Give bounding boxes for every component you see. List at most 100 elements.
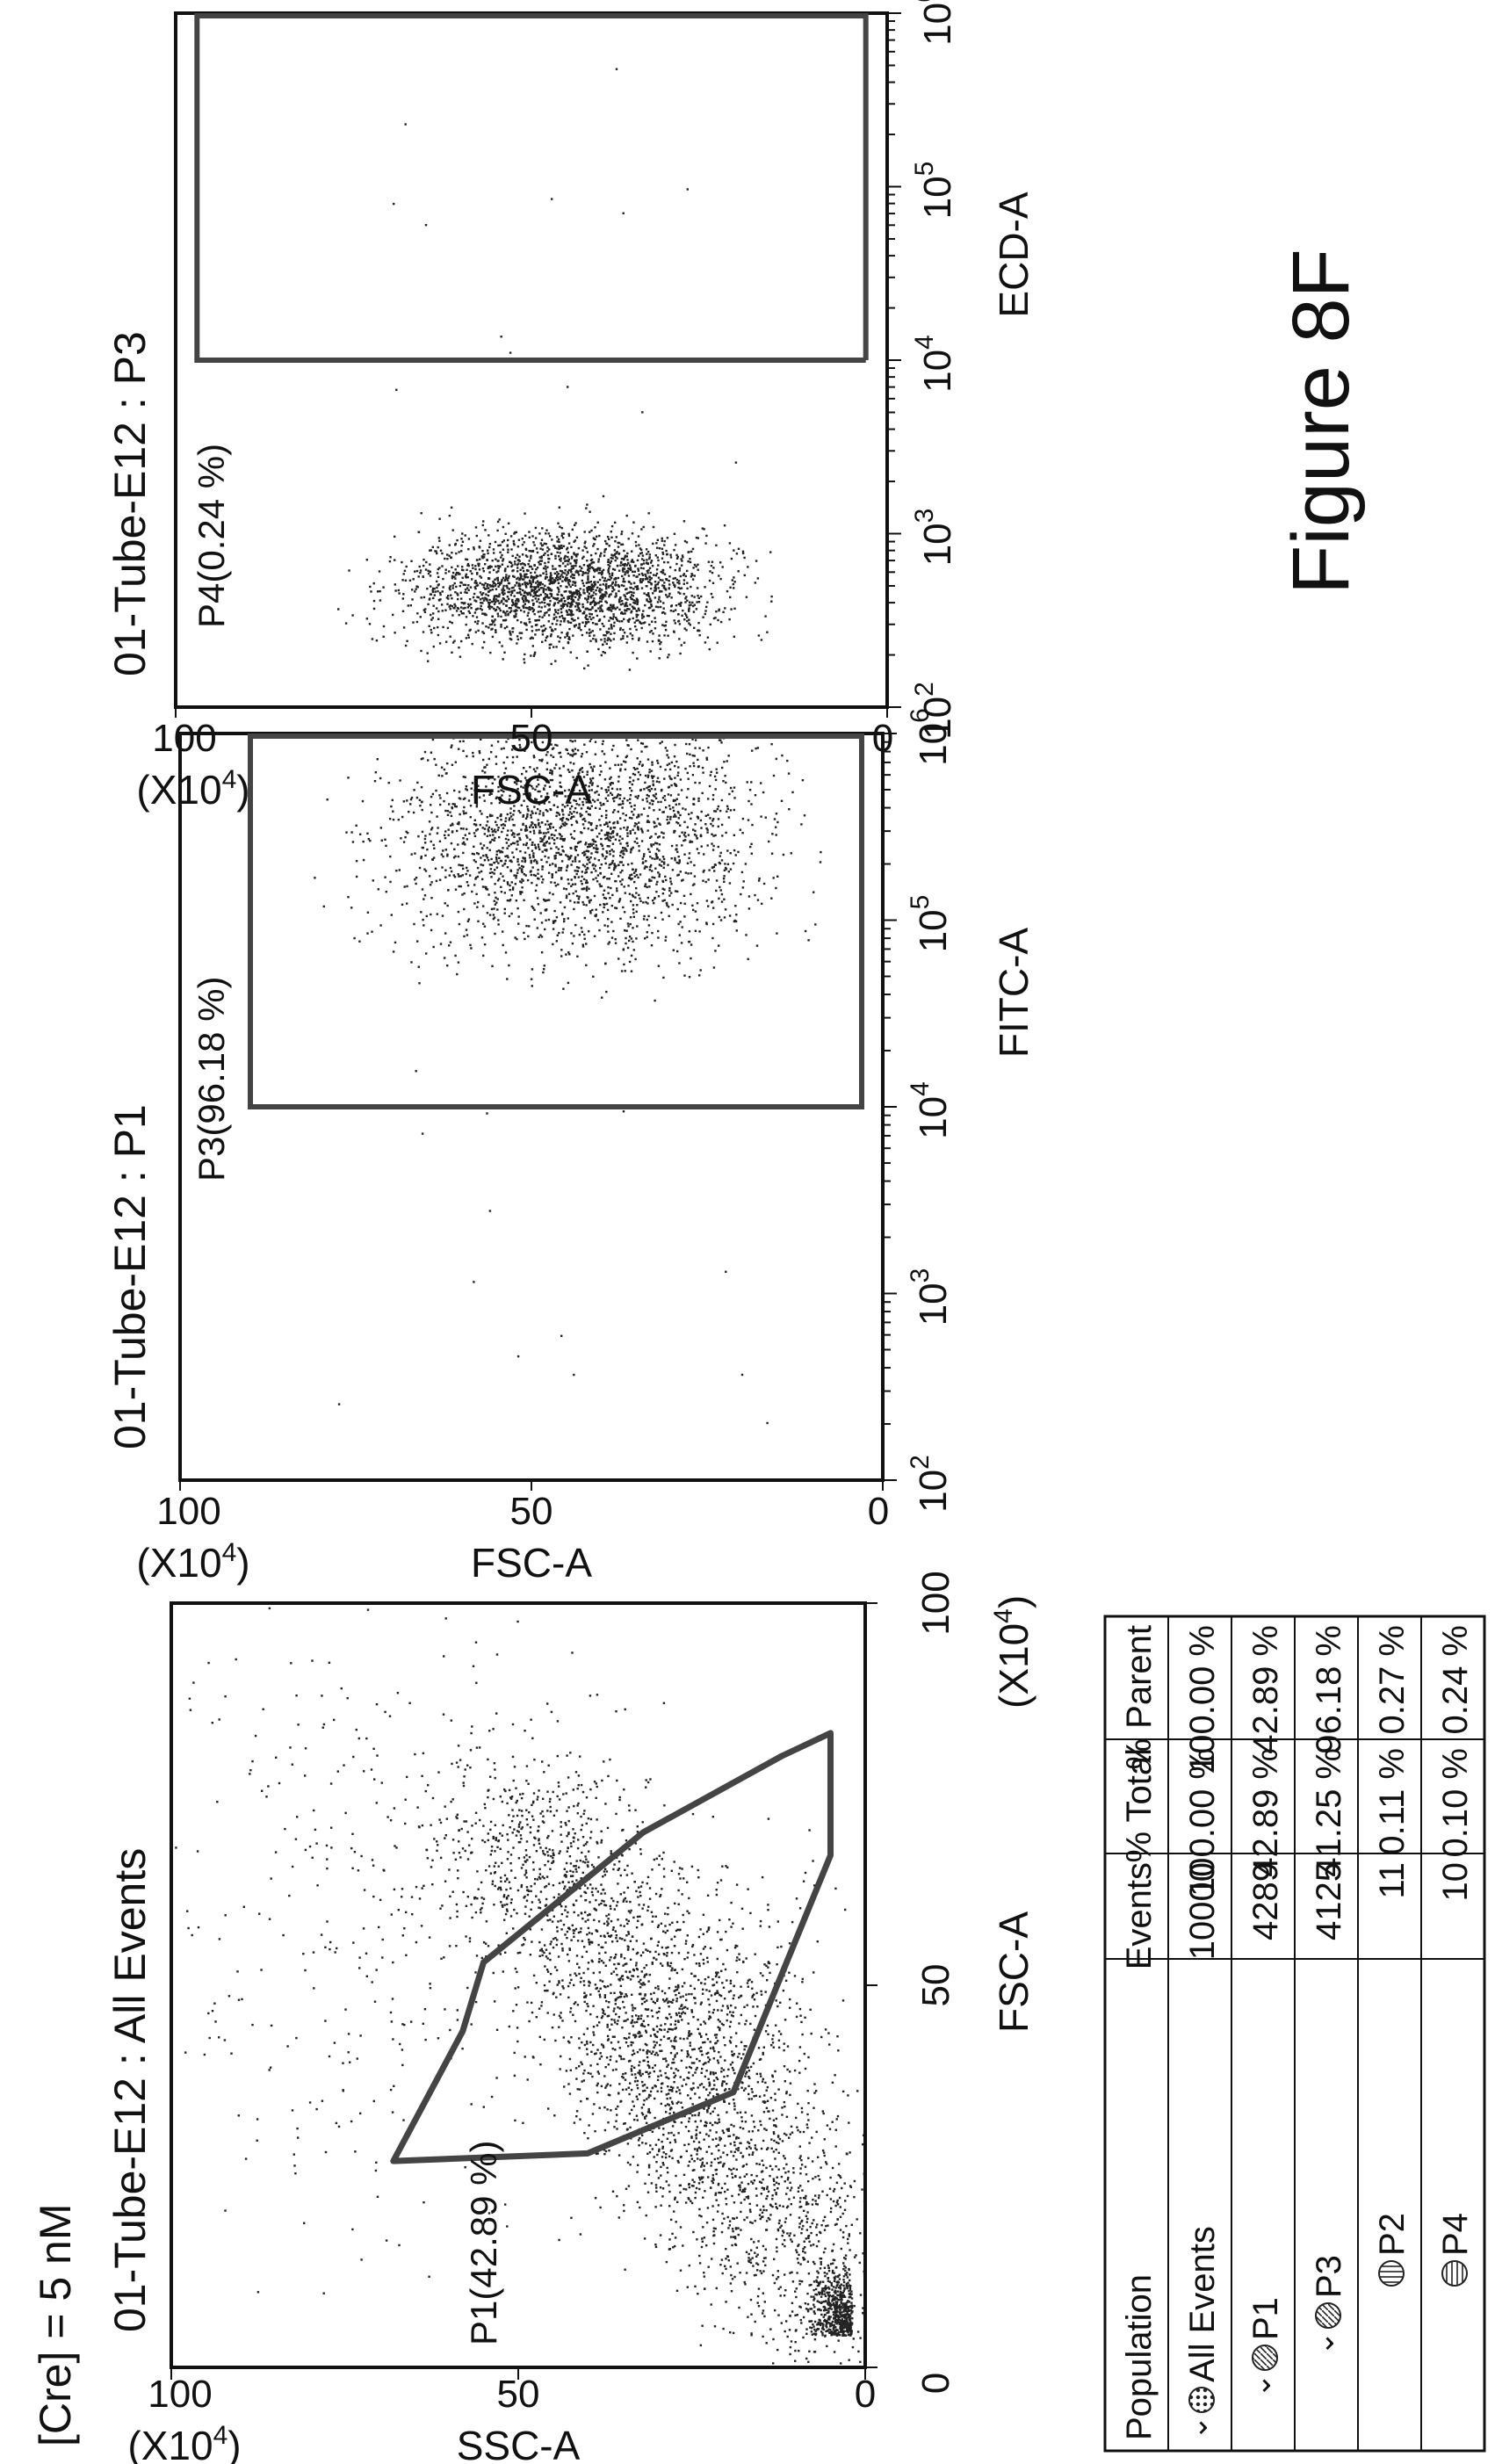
event-dot [313,1809,315,1812]
event-dot [690,1992,693,1996]
event-dot [620,1975,624,1978]
event-dot [748,2208,752,2211]
event-dot [816,2300,819,2302]
event-dot [703,2020,705,2023]
event-dot [835,2302,838,2305]
event-dot [696,2153,698,2156]
event-dot [708,2003,711,2006]
event-dot [365,1952,368,1955]
event-dot [696,837,698,840]
event-dot [520,1883,524,1887]
event-dot [768,2110,770,2113]
event-dot [628,2036,631,2039]
event-dot [824,2247,827,2250]
event-dot [775,826,777,828]
event-dot [734,854,737,856]
event-dot [567,2040,570,2043]
event-dot [750,2332,753,2335]
event-dot [329,1947,331,1951]
event-dot [629,787,632,790]
event-dot [829,2176,832,2179]
event-dot [623,2020,625,2022]
event-dot [804,2067,807,2070]
event-dot [764,2081,767,2085]
event-dot [781,2234,784,2237]
event-dot [680,2049,683,2052]
event-dot [372,1895,375,1898]
event-dot [596,2091,599,2094]
event-dot [582,878,586,881]
event-dot [833,2258,836,2262]
event-dot [529,1954,532,1956]
event-dot [692,2015,695,2019]
event-dot [656,1999,659,2002]
event-dot [810,2244,812,2247]
event-dot [556,1720,560,1723]
event-dot [618,2216,620,2219]
event-dot [774,2309,776,2312]
event-dot [669,2023,672,2026]
event-dot [726,2215,729,2219]
event-dot [515,1834,518,1837]
event-dot [560,2012,562,2014]
event-dot [493,1865,495,1868]
event-dot [641,2072,644,2076]
event-dot [713,2084,716,2086]
event-dot [519,1834,523,1837]
event-dot [785,2091,788,2093]
event-dot [843,2265,846,2267]
event-dot [639,1885,643,1888]
event-dot [565,896,568,900]
event-dot [633,2066,636,2069]
event-dot [718,2149,720,2152]
event-dot [812,1971,815,1974]
event-dot [607,1922,610,1925]
event-dot [569,1862,573,1865]
event-dot [643,1976,646,1978]
event-dot [586,1887,589,1890]
event-dot [530,1890,532,1893]
event-dot [717,2026,719,2028]
event-dot [294,1838,298,1840]
event-dot [375,1969,378,1971]
event-dot [489,1872,493,1875]
event-dot [304,1848,307,1852]
event-dot [550,1710,553,1714]
event-dot [645,1948,647,1951]
event-dot [433,1838,436,1840]
event-dot [497,827,500,829]
event-dot [559,901,562,904]
event-dot [658,2148,661,2151]
event-dot [637,2018,639,2020]
event-dot [636,1831,639,1833]
event-dot [456,1910,459,1913]
event-dot [430,1824,432,1826]
event-dot [570,878,573,881]
event-dot [756,2269,759,2272]
event-dot [740,2190,744,2193]
event-dot [720,2230,724,2234]
event-dot [800,2322,803,2324]
event-dot [770,2138,773,2141]
event-dot [437,2037,440,2040]
event-dot [712,2008,716,2012]
event-dot [450,1719,452,1722]
event-dot [849,2325,852,2328]
event-dot [538,1940,541,1944]
event-dot [655,2190,658,2193]
event-dot [494,1824,496,1826]
event-dot [504,951,508,954]
event-dot [596,1818,598,1821]
event-dot [673,2040,675,2042]
event-dot [546,1790,549,1793]
event-dot [841,2318,844,2321]
event-dot [546,1860,550,1863]
event-dot [613,1991,616,1994]
event-dot [184,2051,187,2054]
event-dot [256,2291,260,2294]
event-dot [682,1920,685,1924]
event-dot [609,1959,611,1962]
event-dot [849,2273,851,2276]
event-dot [582,1844,585,1846]
event-dot [552,1861,555,1863]
